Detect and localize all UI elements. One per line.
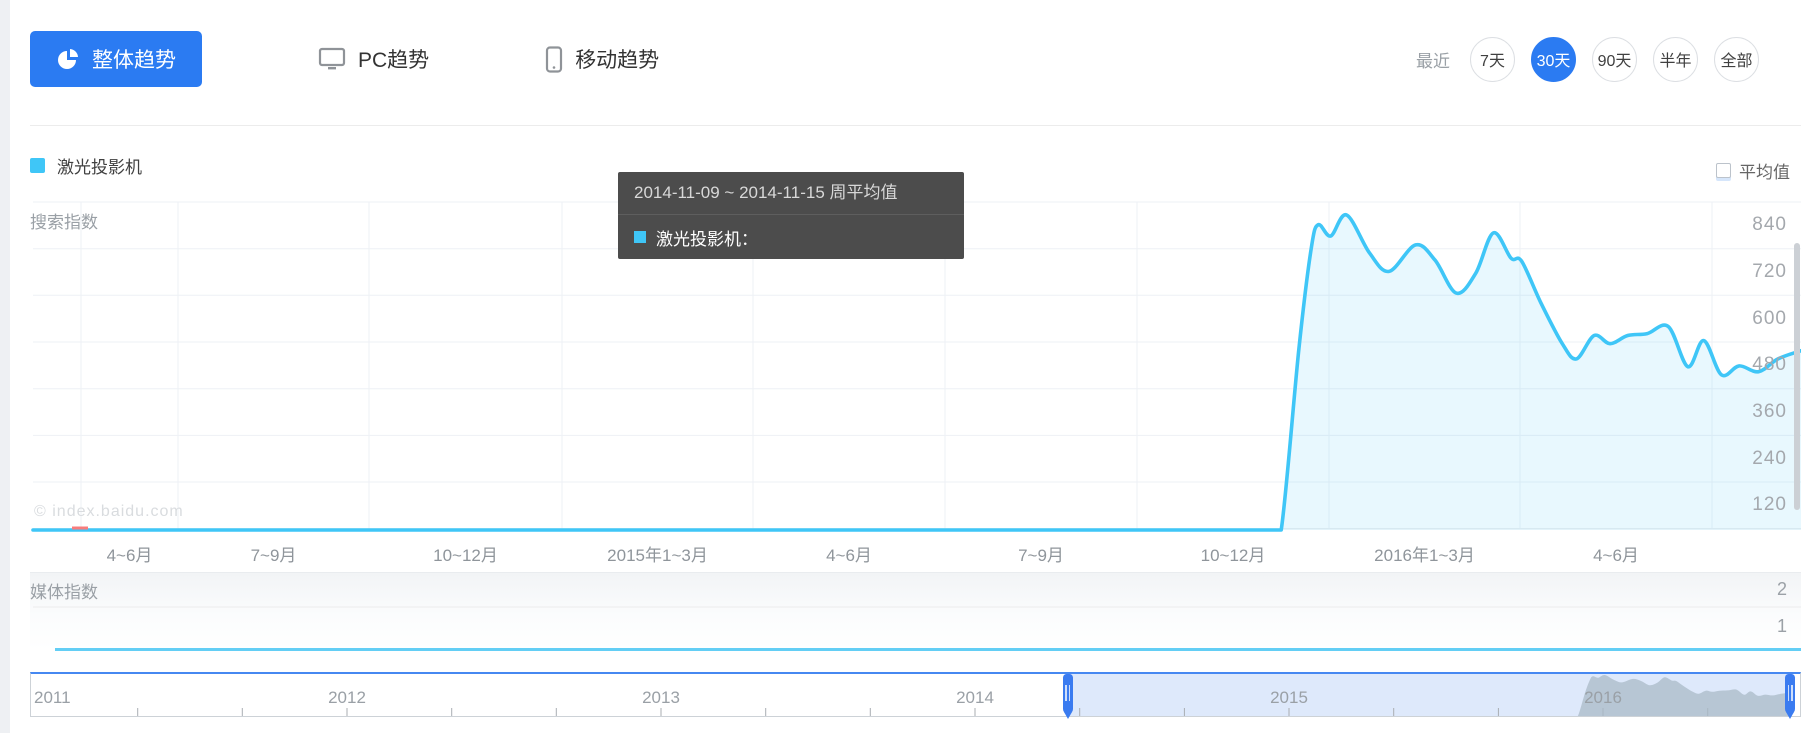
mobile-icon	[545, 45, 563, 73]
range-option-30d[interactable]: 30天	[1531, 36, 1576, 82]
tab-overall-trend[interactable]: 整体趋势	[30, 31, 202, 87]
tooltip-series-swatch	[634, 231, 646, 243]
handle-grip	[1065, 685, 1067, 701]
header-divider	[30, 125, 1801, 126]
handle-tip	[1063, 712, 1072, 719]
timeline-year-label: 2012	[328, 688, 366, 707]
x-axis-tick-label: 2015年1~3月	[607, 546, 708, 565]
tab-mobile-trend[interactable]: 移动趋势	[545, 44, 659, 74]
timeline-year-label: 2015	[1270, 688, 1308, 707]
handle-grip	[1791, 685, 1793, 701]
x-axis-tick-label: 2016年1~3月	[1374, 546, 1475, 565]
checkbox-label: 平均值	[1739, 163, 1790, 182]
y-axis-tick-label: 720	[1752, 261, 1787, 282]
timeline-right-handle[interactable]	[1785, 674, 1796, 719]
page-left-gutter	[0, 0, 10, 733]
x-axis-tick-label: 7~9月	[1018, 546, 1064, 565]
handle-tip	[1786, 712, 1795, 719]
checkbox-icon	[1716, 163, 1731, 178]
series-legend[interactable]: 激光投影机	[30, 153, 142, 178]
y-axis-tick-label: 840	[1752, 214, 1787, 236]
search-index-axis-title: 搜索指数	[30, 213, 98, 232]
watermark: © index.baidu.com	[34, 503, 184, 520]
y-axis-tick-label: 240	[1752, 447, 1787, 469]
tooltip-series-label: 激光投影机：	[656, 229, 758, 249]
media-y-tick-label: 1	[1776, 616, 1787, 636]
timeline-data-preview	[1067, 674, 1791, 716]
range-option-7d[interactable]: 7天	[1470, 36, 1515, 82]
chart-tooltip: 2014-11-09 ~ 2014-11-15 周平均值 激光投影机：	[618, 172, 964, 259]
timeline-slider-track[interactable]	[30, 672, 1801, 717]
range-option-all[interactable]: 全部	[1714, 36, 1759, 82]
x-axis-tick-label: 7~9月	[250, 546, 297, 565]
timeline-year-label: 2011	[34, 688, 71, 707]
x-axis-tick-label: 4~6月	[1593, 546, 1639, 565]
x-axis-tick-label: 4~6月	[106, 546, 153, 565]
timeline-year-label: 2014	[956, 688, 994, 707]
y-axis-tick-label: 360	[1752, 401, 1787, 422]
media-y-tick-label: 2	[1776, 579, 1787, 599]
timeline-left-handle[interactable]	[1062, 674, 1073, 719]
media-index-panel	[30, 572, 1801, 650]
handle-grip	[1068, 685, 1071, 701]
range-option-90d[interactable]: 90天	[1592, 36, 1637, 82]
monitor-icon	[318, 46, 346, 72]
x-axis-tick-label: 10~12月	[433, 546, 498, 565]
range-option-halfyear[interactable]: 半年	[1653, 36, 1698, 82]
timeline-year-label: 2016	[1584, 688, 1622, 707]
search-series-area	[33, 214, 1801, 531]
x-axis-tick-label: 4~6月	[826, 546, 872, 565]
media-index-axis-title: 媒体指数	[30, 583, 98, 602]
average-value-checkbox[interactable]: 平均值	[1716, 158, 1790, 183]
handle-grip	[1787, 685, 1790, 701]
y-axis-tick-label: 600	[1752, 307, 1787, 329]
time-range-controls: 最近 7天 30天 90天 半年 全部	[1416, 36, 1759, 82]
vertical-scrollbar-thumb[interactable]	[1794, 243, 1800, 510]
tab-label: PC趋势	[358, 49, 430, 72]
tooltip-series-row: 激光投影机：	[618, 215, 964, 259]
tab-label: 移动趋势	[575, 49, 660, 72]
tab-pc-trend[interactable]: PC趋势	[318, 44, 429, 74]
y-axis-tick-label: 480	[1752, 354, 1787, 376]
header-bar: 整体趋势 PC趋势 移动趋势 最近 7天 30天 9	[30, 28, 1801, 90]
legend-label: 激光投影机	[57, 158, 142, 177]
pie-chart-icon	[56, 47, 80, 71]
timeline-year-label: 2013	[642, 688, 680, 707]
y-axis-tick-label: 120	[1752, 494, 1787, 516]
legend-swatch	[30, 158, 45, 173]
tooltip-title: 2014-11-09 ~ 2014-11-15 周平均值	[618, 172, 964, 215]
tab-label: 整体趋势	[92, 49, 176, 72]
search-series-line	[31, 213, 1801, 532]
range-prefix-label: 最近	[1416, 51, 1450, 71]
x-axis-tick-label: 10~12月	[1200, 546, 1266, 565]
